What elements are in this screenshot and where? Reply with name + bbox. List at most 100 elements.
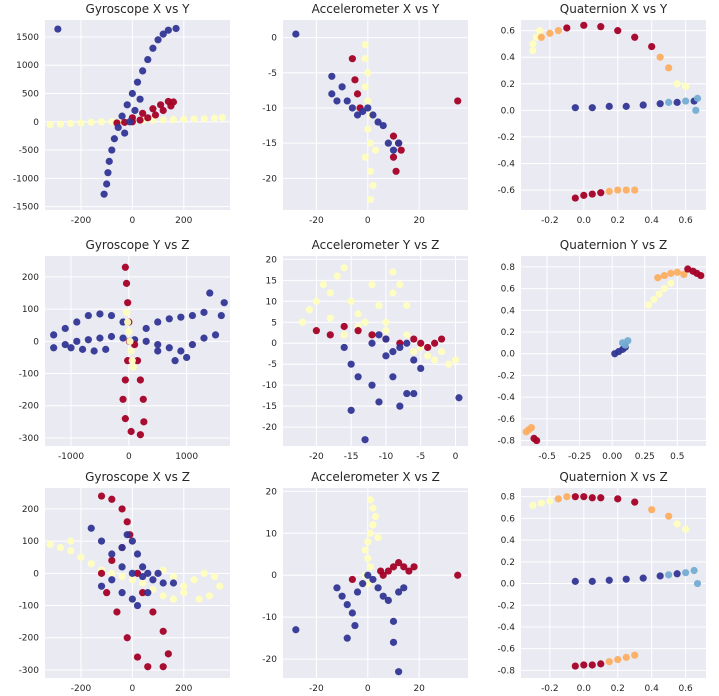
scatter-point — [87, 118, 95, 126]
scatter-point — [97, 492, 106, 500]
scatter-point — [348, 609, 356, 617]
scatter-point — [56, 543, 65, 552]
scatter-point — [680, 270, 688, 279]
scatter-point — [46, 540, 54, 548]
scatter-point — [127, 427, 135, 436]
scatter-chart: Accelerometer Y vs Z -20 -15 -10 -5 0 -20 -15 -1… — [262, 238, 468, 462]
scatter-point — [660, 284, 668, 293]
scatter-point — [347, 360, 355, 368]
scatter-point — [340, 343, 348, 352]
scatter-point — [200, 115, 208, 123]
scatter-point — [338, 83, 346, 91]
scatter-point — [622, 102, 630, 110]
scatter-point — [375, 398, 383, 406]
scatter-point — [588, 104, 596, 112]
scatter-point — [67, 344, 75, 352]
scatter-point — [665, 571, 673, 579]
x-tick-label: 0.2 — [611, 684, 625, 694]
scatter-point — [124, 318, 132, 326]
x-tick-label: 0.25 — [635, 452, 655, 462]
scatter-point — [673, 80, 681, 88]
scatter-point — [139, 572, 147, 581]
scatter-point — [665, 98, 673, 106]
scatter-point — [73, 337, 81, 345]
chart-panel: Quaternion Y vs Z -0.5 -0.25 0.00 0.25 0.5 -0.… — [497, 236, 708, 462]
scatter-point — [312, 327, 320, 335]
chart-title: Gyroscope X vs Z — [85, 470, 190, 484]
scatter-point — [169, 572, 178, 581]
x-tick-label: 0 — [365, 216, 371, 226]
scatter-point — [343, 97, 351, 105]
scatter-chart: Gyroscope X vs Z -200 0 200 -300 -200 -100 0 100… — [19, 470, 230, 694]
scatter-point — [128, 537, 136, 545]
scatter-point — [673, 98, 681, 106]
scatter-point — [54, 25, 62, 33]
scatter-point — [123, 531, 131, 539]
scatter-point — [580, 191, 588, 199]
scatter-chart: Accelerometer X vs Z -20 0 20 -20 -10 0 10 20 — [262, 470, 468, 694]
scatter-point — [622, 653, 630, 661]
scatter-point — [77, 553, 85, 561]
scatter-point — [369, 504, 377, 512]
scatter-point — [682, 569, 690, 577]
y-tick-label: -0.6 — [497, 645, 515, 655]
scatter-point — [667, 279, 675, 287]
x-tick-label: -10 — [379, 452, 394, 462]
scatter-point — [396, 280, 404, 289]
scatter-point — [333, 97, 341, 105]
scatter-point — [384, 596, 392, 605]
scatter-point — [655, 290, 663, 298]
scatter-point — [639, 101, 647, 109]
x-tick-label: 20 — [413, 216, 425, 226]
x-tick-label: 0.5 — [670, 452, 684, 462]
scatter-point — [533, 436, 541, 445]
scatter-point — [382, 352, 390, 360]
scatter-point — [151, 111, 160, 119]
scatter-point — [673, 520, 681, 528]
scatter-point — [631, 186, 639, 194]
scatter-point — [154, 340, 162, 349]
scatter-point — [622, 575, 630, 583]
scatter-point — [437, 348, 446, 356]
scatter-point — [597, 660, 605, 668]
y-tick-label: -500 — [19, 146, 40, 156]
scatter-point — [97, 569, 106, 577]
scatter-point — [639, 574, 647, 582]
scatter-point — [133, 78, 142, 86]
x-tick-label: 0.6 — [678, 684, 693, 694]
scatter-point — [605, 187, 613, 195]
scatter-point — [122, 279, 131, 287]
scatter-chart: Gyroscope X vs Y -200 0 200 -1500 -1000 -500 0 5… — [13, 2, 230, 226]
scatter-point — [97, 582, 106, 590]
x-tick-label: 0.6 — [678, 216, 693, 226]
scatter-point — [353, 588, 362, 596]
scatter-point — [379, 571, 387, 579]
scatter-point — [529, 501, 537, 509]
scatter-point — [605, 576, 613, 584]
y-tick-label: 0 — [271, 571, 277, 581]
y-tick-label: 20 — [266, 487, 278, 497]
scatter-point — [154, 347, 162, 355]
scatter-point — [139, 589, 147, 597]
scatter-point — [217, 311, 225, 320]
scatter-point — [361, 318, 369, 326]
scatter-chart: Accelerometer X vs Y -20 0 20 -20 -15 -10 -5 0 — [262, 2, 468, 226]
scatter-point — [119, 334, 127, 342]
y-tick-label: 0 — [33, 569, 39, 579]
scatter-point — [200, 569, 208, 577]
scatter-point — [195, 595, 203, 603]
y-tick-label: -5 — [268, 360, 277, 370]
scatter-point — [660, 271, 668, 280]
y-tick-label: -0.4 — [497, 393, 515, 403]
scatter-point — [364, 538, 372, 546]
x-tick-label: -15 — [344, 452, 359, 462]
scatter-point — [108, 576, 116, 584]
scatter-point — [190, 115, 198, 123]
scatter-point — [361, 83, 369, 91]
x-tick-label: -5 — [416, 452, 425, 462]
scatter-point — [133, 569, 142, 577]
y-tick-label: -0.6 — [497, 186, 515, 196]
scatter-point — [84, 336, 92, 344]
scatter-point — [149, 576, 157, 584]
scatter-point — [369, 521, 377, 529]
